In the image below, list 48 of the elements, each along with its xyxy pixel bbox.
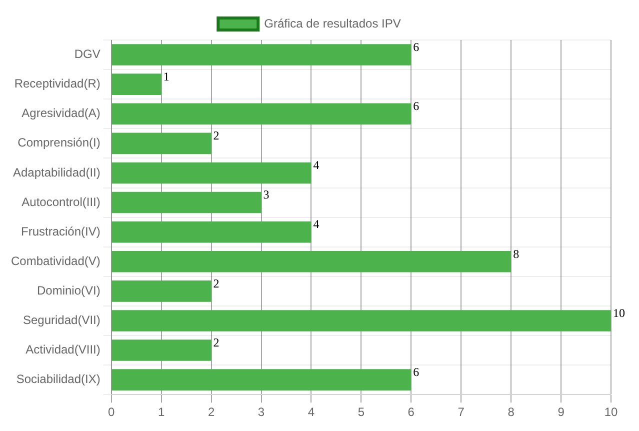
y-tick-label: Comprensión(I) xyxy=(18,136,100,150)
bar xyxy=(112,250,512,272)
data-label: 2 xyxy=(213,276,220,290)
bar xyxy=(112,192,262,214)
x-tick-label: 6 xyxy=(408,405,415,420)
x-tick-label: 8 xyxy=(508,405,515,420)
y-tick-label: DGV xyxy=(74,47,100,62)
x-tick-label: 7 xyxy=(458,405,465,420)
x-tick-label: 4 xyxy=(308,405,315,420)
x-tick-label: 9 xyxy=(558,405,565,420)
data-label: 6 xyxy=(413,40,420,54)
x-tick-label: 1 xyxy=(158,405,165,420)
y-tick-label: Frustración(IV) xyxy=(21,224,100,238)
bar xyxy=(112,103,412,125)
bar xyxy=(112,44,412,66)
x-tick-label: 3 xyxy=(258,405,265,420)
x-tick-label: 5 xyxy=(358,405,365,420)
data-label: 6 xyxy=(413,99,420,114)
bar xyxy=(112,280,212,302)
y-tick-label: Autocontrol(III) xyxy=(22,194,100,209)
x-tick-label: 2 xyxy=(208,405,215,420)
bar xyxy=(112,74,162,95)
bar xyxy=(112,310,611,332)
bar xyxy=(112,369,412,390)
y-tick-label: Agresividad(A) xyxy=(22,106,100,120)
data-label: 4 xyxy=(313,217,320,232)
x-tick-label: 0 xyxy=(108,405,116,420)
bar xyxy=(112,132,212,154)
data-label: 4 xyxy=(313,158,320,172)
legend-label: Gráfica de resultados IPV xyxy=(264,16,401,30)
y-tick-label: Receptividad(R) xyxy=(14,76,100,91)
data-label: 6 xyxy=(413,364,420,379)
y-tick-label: Sociabilidad(IX) xyxy=(16,372,100,386)
data-label: 8 xyxy=(513,246,520,261)
data-label: 2 xyxy=(213,128,220,143)
data-label: 2 xyxy=(213,335,220,350)
y-tick-label: Seguridad(VII) xyxy=(22,313,100,328)
y-tick-label: Dominio(VI) xyxy=(37,283,100,298)
y-tick-label: Combatividad(V) xyxy=(10,254,100,268)
bar xyxy=(112,221,312,243)
bar xyxy=(112,162,312,184)
x-tick-label: 10 xyxy=(604,405,618,420)
data-label: 3 xyxy=(263,188,270,202)
data-label: 10 xyxy=(613,306,625,320)
y-tick-label: Actividad(VIII) xyxy=(26,342,100,357)
data-label: 1 xyxy=(163,69,170,84)
bar xyxy=(112,340,212,361)
y-tick-label: Adaptabilidad(II) xyxy=(12,165,100,180)
